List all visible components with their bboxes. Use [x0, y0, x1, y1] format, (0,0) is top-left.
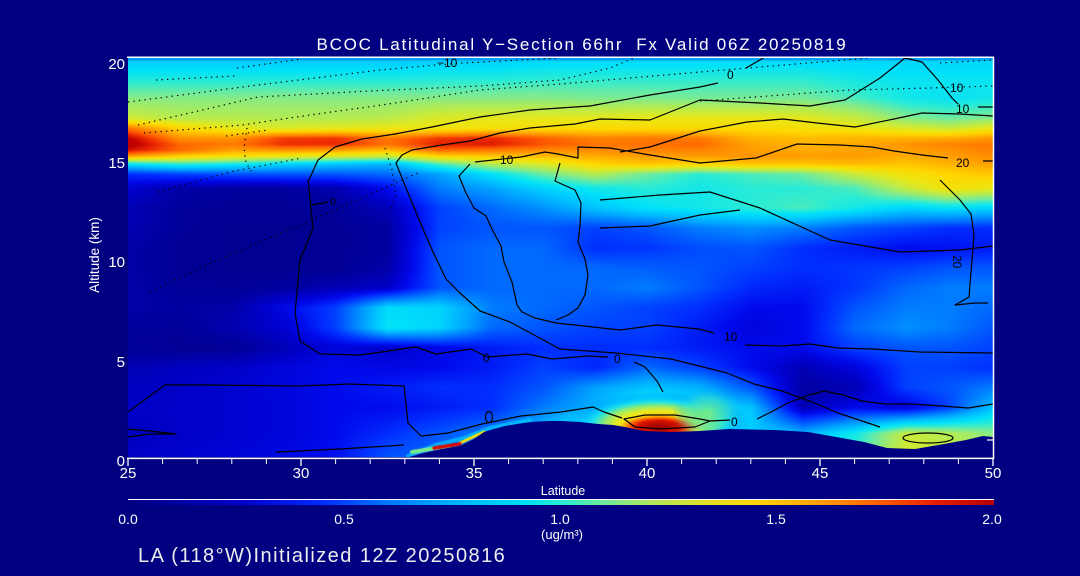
svg-text:0: 0	[483, 351, 490, 365]
svg-text:0: 0	[330, 196, 336, 208]
svg-text:20: 20	[956, 156, 970, 170]
svg-text:20: 20	[950, 255, 964, 269]
svg-text:0: 0	[727, 68, 734, 82]
svg-text:Altitude (km): Altitude (km)	[87, 217, 102, 293]
svg-text:0: 0	[614, 352, 621, 366]
svg-text:10: 10	[500, 153, 514, 167]
svg-text:10: 10	[950, 81, 964, 95]
svg-text:10: 10	[956, 102, 970, 116]
svg-text:−10: −10	[437, 56, 458, 70]
svg-text:0: 0	[731, 415, 738, 429]
svg-text:10: 10	[724, 330, 738, 344]
